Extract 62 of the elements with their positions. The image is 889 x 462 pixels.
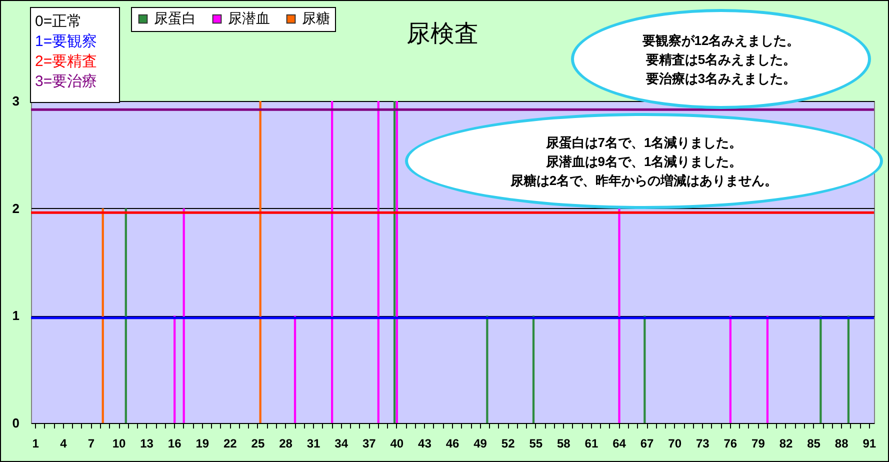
x-tick-label: 73 xyxy=(696,436,710,450)
x-tick-label: 79 xyxy=(752,436,766,450)
y-tick-label: 2 xyxy=(12,200,20,216)
bar xyxy=(174,316,176,423)
bar xyxy=(847,316,850,423)
chart-title: 尿検査 xyxy=(406,20,478,48)
y-tick-label: 1 xyxy=(12,308,20,324)
bar xyxy=(644,316,646,423)
x-tick-label: 31 xyxy=(306,436,321,450)
bar xyxy=(294,316,296,423)
x-tick-label: 88 xyxy=(834,436,849,450)
x-tick-label: 43 xyxy=(418,436,432,450)
ellipse-callout: 要観察が12名みえました。 要精査は5名みえました。 要治療は3名みえました。 xyxy=(571,9,871,109)
bar xyxy=(393,101,396,423)
x-tick-label: 1 xyxy=(32,436,40,450)
x-tick-label: 64 xyxy=(612,436,626,450)
x-tick-label: 67 xyxy=(640,436,654,450)
x-tick-label: 13 xyxy=(140,436,154,450)
bar xyxy=(486,316,488,423)
x-tick-label: 28 xyxy=(279,436,293,450)
bar xyxy=(396,101,398,423)
x-tick-label: 7 xyxy=(88,436,95,450)
bar xyxy=(766,316,769,423)
x-tick-label: 19 xyxy=(196,436,210,450)
bar xyxy=(729,316,732,423)
x-tick-label: 37 xyxy=(362,436,376,450)
x-tick-label: 34 xyxy=(334,436,348,450)
x-tick-label: 25 xyxy=(251,436,265,450)
x-tick-label: 55 xyxy=(529,436,543,450)
bar xyxy=(618,208,620,423)
legend-label: 尿潜血 xyxy=(228,10,270,26)
bar xyxy=(102,208,104,423)
legend-label: 尿蛋白 xyxy=(154,10,196,26)
x-tick-label: 61 xyxy=(584,436,598,450)
bar xyxy=(532,316,535,423)
x-tick-label: 76 xyxy=(724,436,738,450)
x-tick-label: 52 xyxy=(501,436,516,450)
x-tick-label: 82 xyxy=(779,436,793,450)
bar xyxy=(124,208,127,423)
x-tick-label: 10 xyxy=(112,436,126,450)
x-tick-label: 58 xyxy=(556,436,571,450)
x-tick-label: 46 xyxy=(446,436,460,450)
x-tick-label: 4 xyxy=(60,436,68,450)
bar xyxy=(331,101,334,423)
x-tick-label: 91 xyxy=(862,436,876,450)
x-tick-label: 22 xyxy=(223,436,238,450)
annotation: 尿糖は2名で、昨年からの増減はありません。 xyxy=(510,172,778,190)
bar xyxy=(820,316,822,423)
x-tick-label: 16 xyxy=(168,436,182,450)
y-tick-label: 0 xyxy=(12,416,20,430)
bar xyxy=(182,208,185,423)
x-tick-label: 85 xyxy=(807,436,821,450)
legend-label: 尿糖 xyxy=(302,10,330,26)
annotation: 尿蛋白は7名で、1名減りました。 xyxy=(546,134,742,152)
key-box: 0=正常 1=要観察 2=要精査 3=要治療 xyxy=(30,7,120,103)
bar xyxy=(377,101,380,423)
x-tick-label: 49 xyxy=(474,436,488,450)
bar xyxy=(259,101,262,423)
x-tick-label: 70 xyxy=(668,436,682,450)
y-tick-label: 3 xyxy=(12,94,20,108)
annotation: 尿潜血は9名で、1名減りました。 xyxy=(546,152,742,170)
x-tick-label: 40 xyxy=(390,436,404,450)
